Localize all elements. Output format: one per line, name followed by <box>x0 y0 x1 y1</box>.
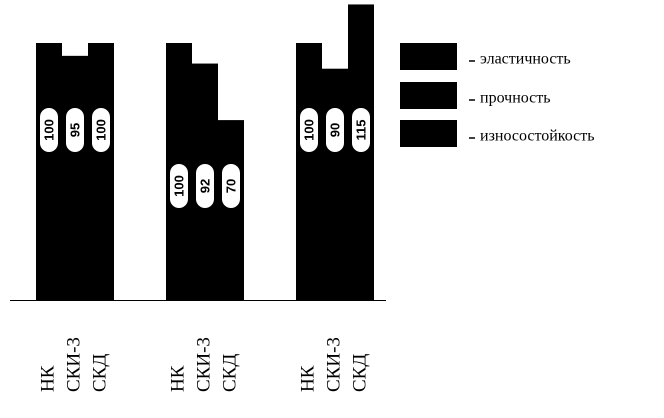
value-label: 115 <box>353 120 368 141</box>
legend-label: прочность <box>480 90 551 107</box>
value-pill <box>300 108 318 152</box>
bar <box>296 43 322 300</box>
value-label: 100 <box>93 119 108 141</box>
x-tick-label: СКИ-3 <box>193 337 214 392</box>
bar <box>218 120 244 300</box>
value-label: 100 <box>301 119 316 141</box>
bar <box>62 55 88 300</box>
bar <box>88 43 114 300</box>
legend-label: эластичность <box>480 51 571 68</box>
x-tick-label: СКД <box>219 354 240 392</box>
x-tick-label: НК <box>37 365 58 392</box>
value-label: 90 <box>327 123 342 137</box>
value-pill <box>66 108 84 152</box>
value-pill <box>196 164 214 208</box>
x-tick-label: СКД <box>89 354 110 392</box>
bar <box>348 4 374 300</box>
value-pill <box>40 108 58 152</box>
x-tick-label: НК <box>167 365 188 392</box>
x-tick-label: НК <box>297 365 318 392</box>
x-tick-label: СКД <box>349 354 370 392</box>
value-label: 95 <box>67 123 82 137</box>
value-pill <box>222 164 240 208</box>
legend-swatch <box>400 120 457 147</box>
bar <box>36 43 62 300</box>
x-tick-label: СКИ-3 <box>63 337 84 392</box>
value-label: 100 <box>171 175 186 197</box>
value-label: 70 <box>223 179 238 193</box>
legend-swatch <box>400 82 457 109</box>
bar <box>322 68 348 300</box>
value-pill <box>352 108 370 152</box>
value-pill <box>92 108 110 152</box>
value-label: 100 <box>41 119 56 141</box>
x-tick-label: СКИ-3 <box>323 337 344 392</box>
legend-label: износостойкость <box>480 128 595 145</box>
legend-swatch <box>400 43 457 70</box>
value-pill <box>170 164 188 208</box>
value-pill <box>326 108 344 152</box>
value-label: 92 <box>197 179 212 193</box>
